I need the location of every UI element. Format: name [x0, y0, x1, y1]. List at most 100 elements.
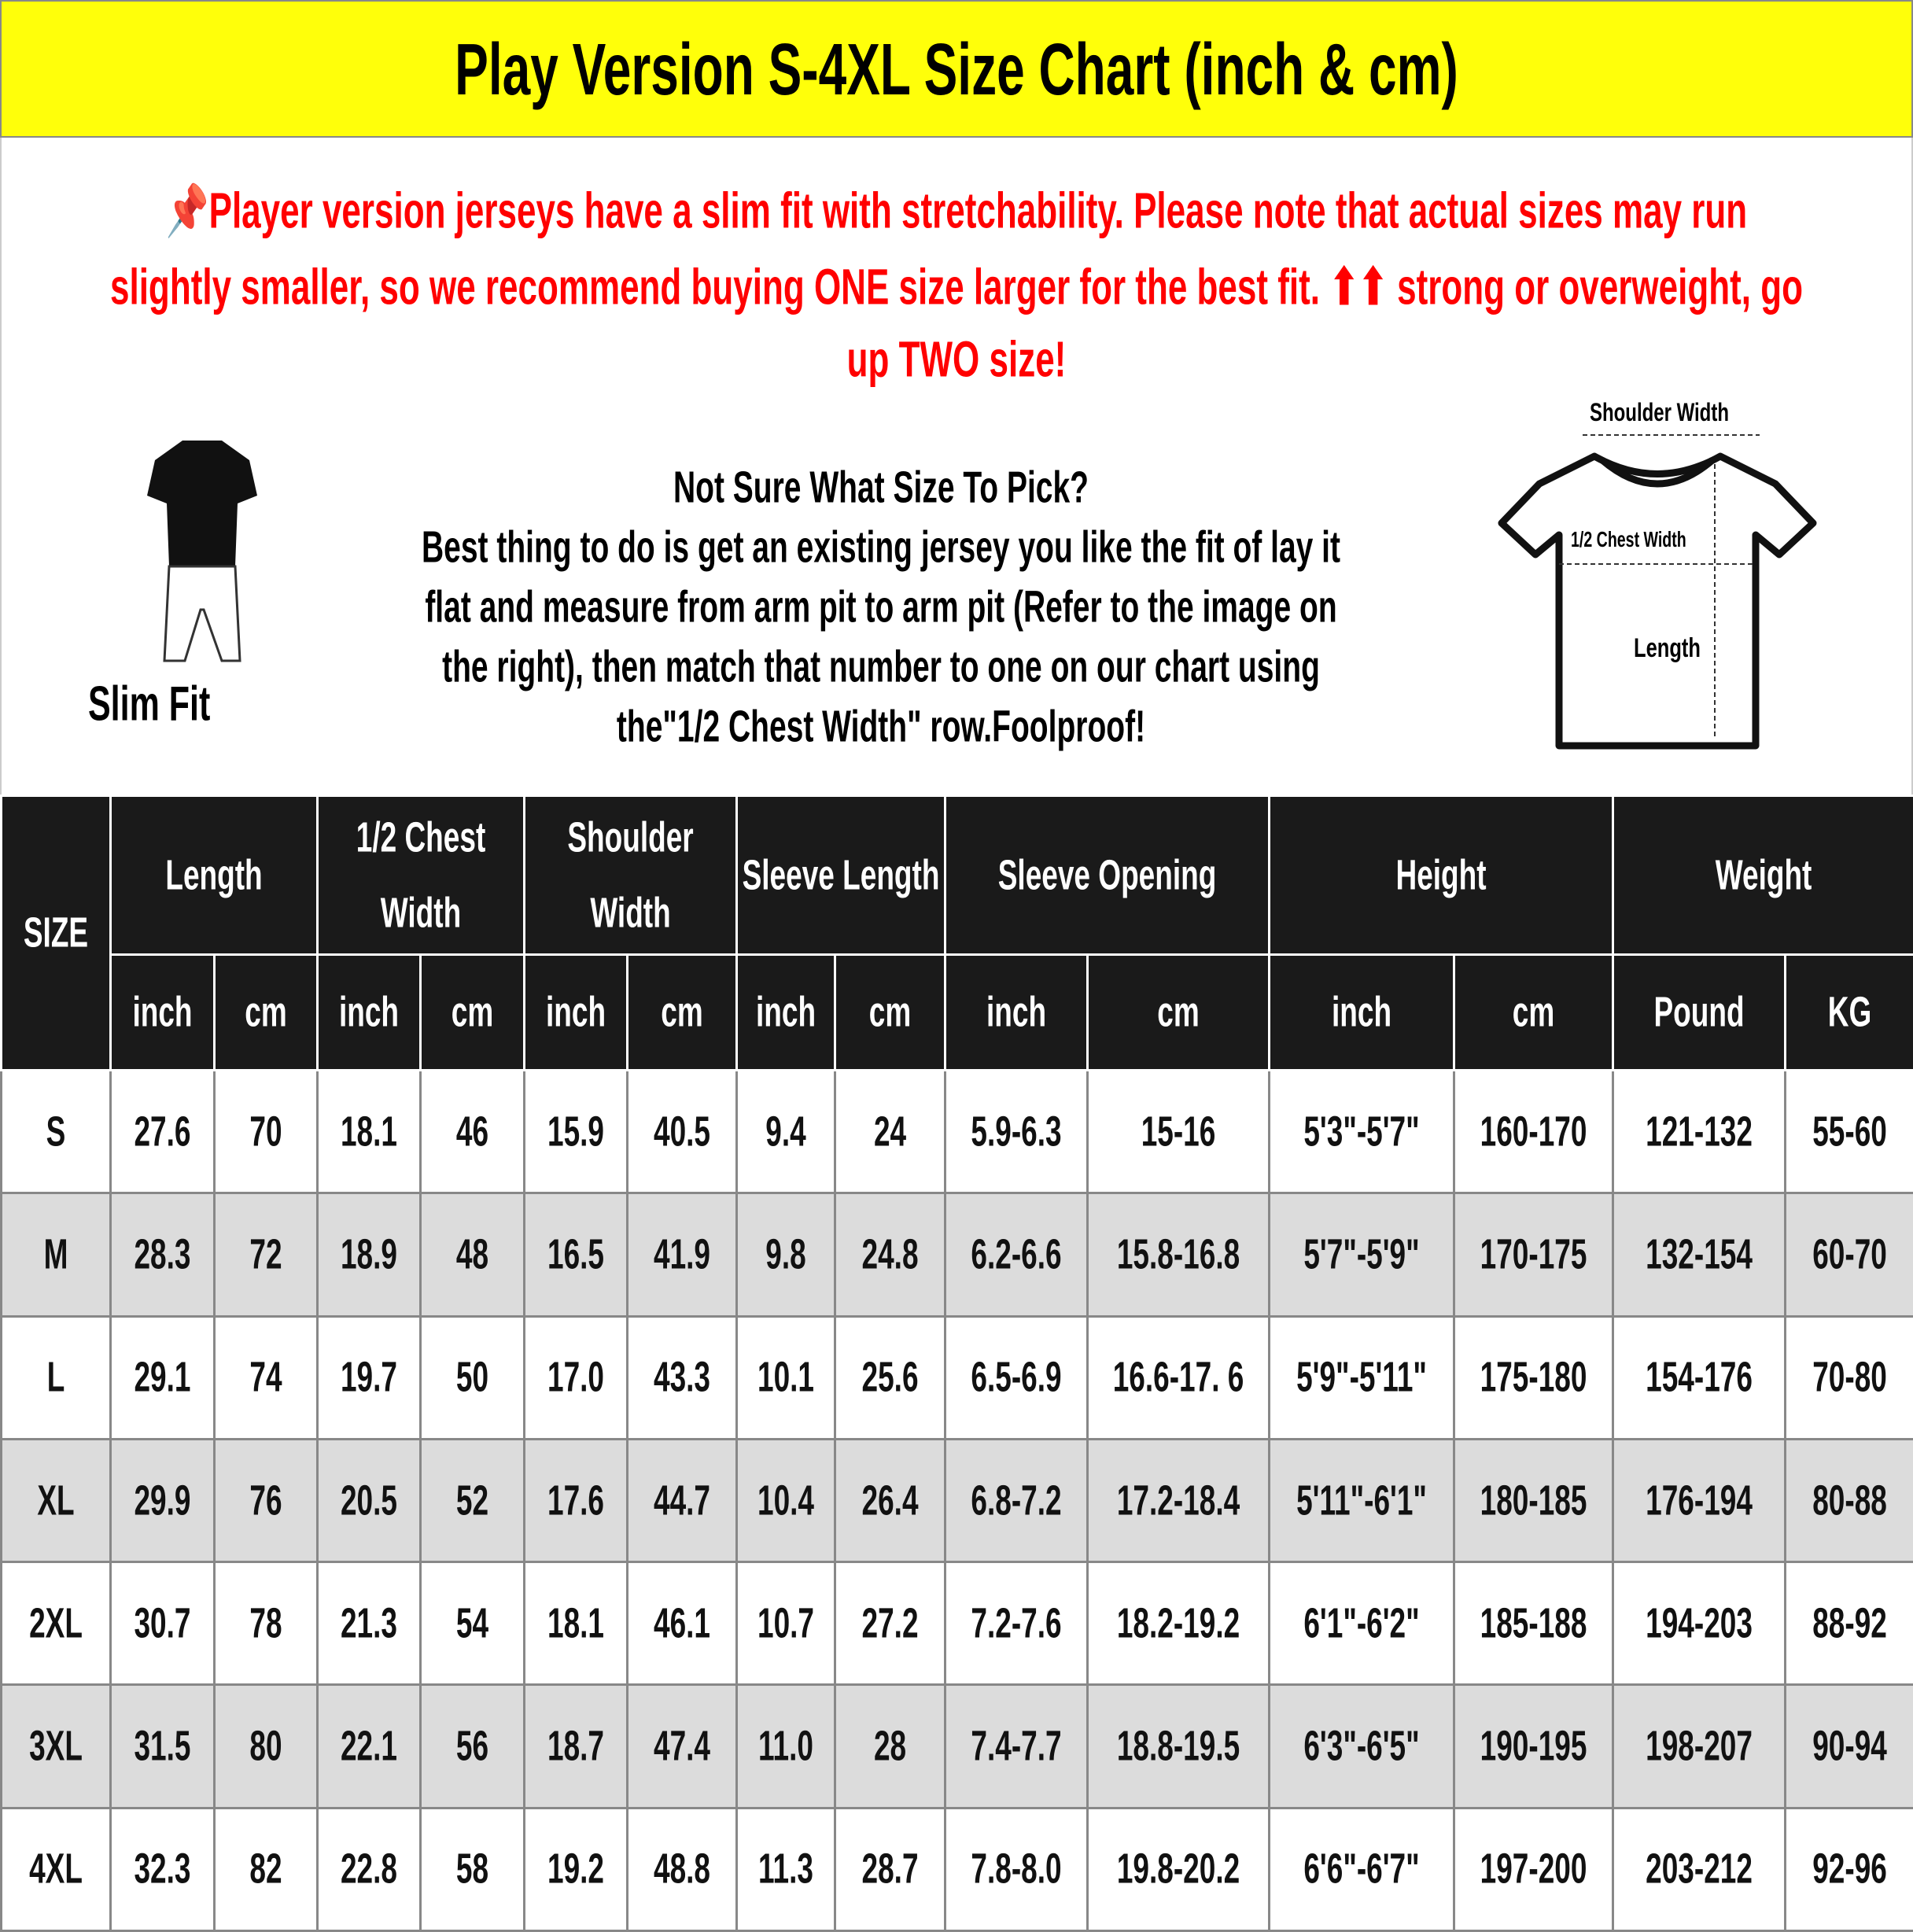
unit-header: cm [628, 955, 737, 1071]
page-title: Play Version S-4XL Size Chart (inch & cm… [0, 0, 1913, 138]
value-cell: 90-94 [1786, 1685, 1913, 1808]
size-cell: 4XL [2, 1808, 111, 1930]
value-cell: 27.2 [835, 1562, 945, 1685]
value-cell: 6.2-6.6 [945, 1193, 1088, 1316]
value-cell: 48 [421, 1193, 525, 1316]
unit-header: Pound [1613, 955, 1786, 1071]
size-cell: 3XL [2, 1685, 111, 1808]
note-line-3: up TWO size! [2, 341, 1911, 380]
value-cell: 203-212 [1613, 1808, 1786, 1930]
unit-header: KG [1786, 955, 1913, 1071]
unit-header: inch [111, 955, 215, 1071]
value-cell: 55-60 [1786, 1071, 1913, 1193]
value-cell: 18.1 [318, 1071, 421, 1193]
unit-header: inch [737, 955, 835, 1071]
value-cell: 26.4 [835, 1439, 945, 1561]
value-cell: 54 [421, 1562, 525, 1685]
info-section: 📌Player version jerseys have a slim fit … [0, 138, 1913, 795]
size-cell: L [2, 1316, 111, 1439]
value-cell: 25.6 [835, 1316, 945, 1439]
value-cell: 32.3 [111, 1808, 215, 1930]
value-cell: 18.2-19.2 [1088, 1562, 1270, 1685]
value-cell: 76 [215, 1439, 318, 1561]
value-cell: 40.5 [628, 1071, 737, 1193]
value-cell: 72 [215, 1193, 318, 1316]
value-cell: 92-96 [1786, 1808, 1913, 1930]
note-line-2: slightly smaller, so we recommend buying… [2, 268, 1911, 308]
size-table: SIZE Length 1/2 Chest Width Shoulder Wid… [0, 795, 1913, 1932]
value-cell: 10.4 [737, 1439, 835, 1561]
value-cell: 16.6-17. 6 [1088, 1316, 1270, 1439]
note-line-1: 📌Player version jerseys have a slim fit … [2, 192, 1911, 231]
group-header: Sleeve Length [737, 796, 945, 955]
value-cell: 194-203 [1613, 1562, 1786, 1685]
size-cell: S [2, 1071, 111, 1193]
value-cell: 18.1 [525, 1562, 628, 1685]
value-cell: 10.1 [737, 1316, 835, 1439]
value-cell: 6'3"-6'5" [1270, 1685, 1454, 1808]
value-cell: 11.3 [737, 1808, 835, 1930]
value-cell: 7.8-8.0 [945, 1808, 1088, 1930]
value-cell: 176-194 [1613, 1439, 1786, 1561]
value-cell: 60-70 [1786, 1193, 1913, 1316]
value-cell: 58 [421, 1808, 525, 1930]
value-cell: 197-200 [1454, 1808, 1613, 1930]
value-cell: 80-88 [1786, 1439, 1913, 1561]
value-cell: 28 [835, 1685, 945, 1808]
value-cell: 19.2 [525, 1808, 628, 1930]
unit-header: cm [215, 955, 318, 1071]
unit-header: cm [1454, 955, 1613, 1071]
unit-header: cm [1088, 955, 1270, 1071]
group-header: Sleeve Opening [945, 796, 1270, 955]
value-cell: 48.8 [628, 1808, 737, 1930]
value-cell: 17.0 [525, 1316, 628, 1439]
value-cell: 19.8-20.2 [1088, 1808, 1270, 1930]
unit-header: cm [835, 955, 945, 1071]
shoulder-width-label: Shoulder Width [1590, 398, 1729, 426]
value-cell: 41.9 [628, 1193, 737, 1316]
value-cell: 46 [421, 1071, 525, 1193]
value-cell: 16.5 [525, 1193, 628, 1316]
value-cell: 88-92 [1786, 1562, 1913, 1685]
size-cell: 2XL [2, 1562, 111, 1685]
value-cell: 5'3"-5'7" [1270, 1071, 1454, 1193]
value-cell: 190-195 [1454, 1685, 1613, 1808]
length-label: Length [1634, 634, 1701, 663]
value-cell: 22.1 [318, 1685, 421, 1808]
value-cell: 19.7 [318, 1316, 421, 1439]
value-cell: 175-180 [1454, 1316, 1613, 1439]
value-cell: 6.5-6.9 [945, 1316, 1088, 1439]
value-cell: 28.3 [111, 1193, 215, 1316]
value-cell: 121-132 [1613, 1071, 1786, 1193]
group-header: Shoulder Width [525, 796, 737, 955]
value-cell: 78 [215, 1562, 318, 1685]
value-cell: 47.4 [628, 1685, 737, 1808]
value-cell: 7.4-7.7 [945, 1685, 1088, 1808]
value-cell: 15.8-16.8 [1088, 1193, 1270, 1316]
value-cell: 18.7 [525, 1685, 628, 1808]
chest-width-label: 1/2 Chest Width [1571, 528, 1686, 552]
value-cell: 17.2-18.4 [1088, 1439, 1270, 1561]
value-cell: 185-188 [1454, 1562, 1613, 1685]
value-cell: 180-185 [1454, 1439, 1613, 1561]
unit-header: inch [525, 955, 628, 1071]
value-cell: 74 [215, 1316, 318, 1439]
value-cell: 132-154 [1613, 1193, 1786, 1316]
value-cell: 160-170 [1454, 1071, 1613, 1193]
value-cell: 170-175 [1454, 1193, 1613, 1316]
tshirt-measurement-diagram: Shoulder Width 1/2 Chest Width Length [1492, 389, 1823, 751]
value-cell: 56 [421, 1685, 525, 1808]
group-header: Length [111, 796, 318, 955]
pushpin-icon: 📌 [166, 183, 209, 239]
value-cell: 9.4 [737, 1071, 835, 1193]
unit-header: inch [1270, 955, 1454, 1071]
value-cell: 18.8-19.5 [1088, 1685, 1270, 1808]
value-cell: 50 [421, 1316, 525, 1439]
value-cell: 24.8 [835, 1193, 945, 1316]
value-cell: 11.0 [737, 1685, 835, 1808]
